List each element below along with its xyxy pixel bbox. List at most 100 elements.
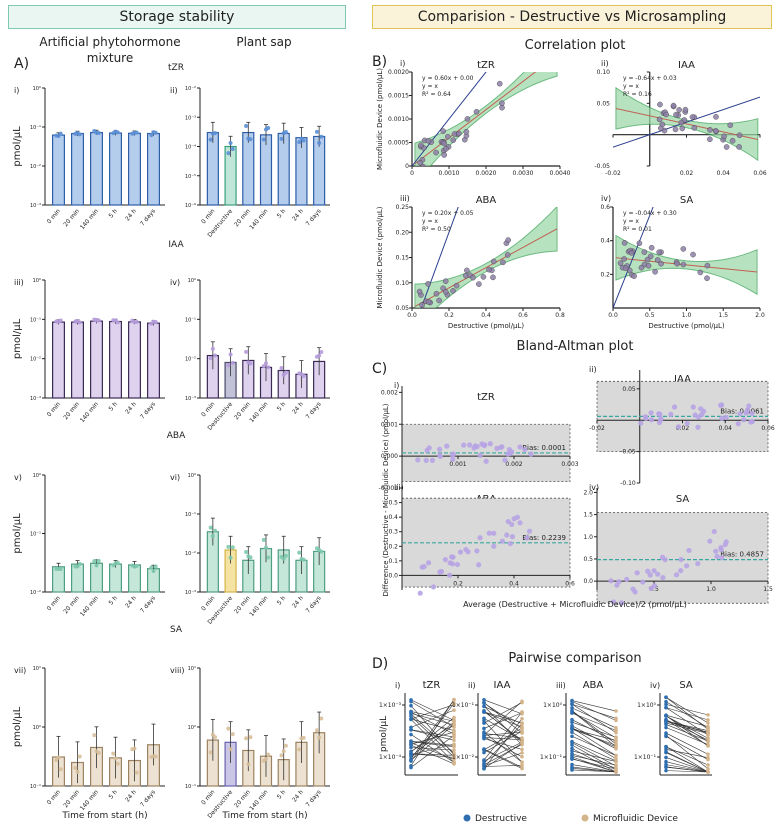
bar-iaa-4 <box>109 320 122 399</box>
corr-point <box>648 244 655 251</box>
panel-letter-c: C) <box>372 361 387 377</box>
pair-point-microfluidic <box>614 764 618 768</box>
ba-point <box>504 532 510 538</box>
pair-point-destructive <box>570 734 574 739</box>
pair-connector-line <box>410 699 455 760</box>
corr-point <box>679 125 686 132</box>
pair-point-destructive <box>482 721 486 725</box>
bar-panel-numeral-8: viii) <box>170 666 185 675</box>
ba-point <box>610 599 617 605</box>
bar-category-label-6: 7 days <box>139 208 157 228</box>
ba-x-tick-label: 0.002 <box>505 461 522 468</box>
ba-point <box>457 549 464 555</box>
pair-connector-line <box>571 735 617 756</box>
pair-point-microfluidic <box>452 701 456 706</box>
corr-x-tick-label: -0.02 <box>605 170 621 177</box>
corr-point <box>427 310 432 315</box>
bar-point <box>96 318 101 323</box>
ba-y-tick-label: 0.3 <box>388 529 398 536</box>
bar-category-label-5: 5 h <box>276 595 288 607</box>
legend-microfluidic-marker <box>581 814 589 822</box>
ba-point <box>718 547 724 553</box>
corr-point <box>672 126 679 133</box>
corr-point <box>713 113 719 120</box>
pair-connector-line <box>483 765 523 767</box>
bar-panel-numeral-3: iii) <box>14 278 24 287</box>
pair-connector-line <box>571 721 617 738</box>
bar-category-label-1: 0 min <box>200 789 216 807</box>
corr-title-tzr: tZR <box>477 60 495 71</box>
ba-point <box>660 574 666 581</box>
pair-connector-line <box>410 709 455 728</box>
pair-point-destructive <box>664 744 668 749</box>
ba-point <box>499 538 506 544</box>
ba-y-tick-label: 0.2 <box>388 543 398 550</box>
pair-connector-line <box>665 746 709 766</box>
pair-point-destructive <box>664 768 668 773</box>
bar-category-label-3: 140 min <box>79 595 100 619</box>
pair-point-microfluidic <box>452 715 456 720</box>
pair-point-microfluidic <box>706 713 710 717</box>
ba-point <box>425 560 432 566</box>
ba-point <box>429 457 436 463</box>
bar-point <box>75 769 80 774</box>
corr-point <box>496 80 503 87</box>
pair-connector-line <box>410 699 455 766</box>
bar-y-tick-label: 10⁻³ <box>185 115 196 121</box>
pair-connector-line <box>410 721 455 757</box>
bar-point <box>73 765 78 770</box>
corr-x-tick-label: 0.0040 <box>550 170 571 177</box>
ba-point <box>524 535 530 541</box>
bar-point <box>149 133 154 138</box>
pair-point-microfluidic <box>614 770 618 774</box>
pair-point-destructive <box>570 709 574 713</box>
ba-point <box>526 528 533 534</box>
pair-connector-line <box>571 742 617 767</box>
ba-point <box>417 590 423 596</box>
pair-point-microfluidic <box>614 726 618 730</box>
ba-numeral-1: i) <box>394 381 399 390</box>
bar-category-label-2: 20 min <box>62 208 81 229</box>
pair-point-destructive <box>570 706 574 710</box>
bar-tzr-3 <box>90 131 103 206</box>
pair-y-tick-label: 1×10⁻² <box>452 754 475 761</box>
corr-point <box>727 122 734 129</box>
ba-point <box>463 546 469 553</box>
pair-y-axis-title: pmol/µL <box>379 716 389 752</box>
pair-point-destructive <box>482 747 486 752</box>
pair-point-microfluidic <box>706 721 710 725</box>
pair-connector-line <box>665 701 709 729</box>
pair-y-tick-label: 1×10⁻¹ <box>540 754 563 761</box>
ba-point <box>684 420 690 427</box>
corr-regression-line <box>414 72 537 165</box>
bar-y-tick-label: 10⁻¹ <box>30 317 41 323</box>
ba-point <box>507 540 513 547</box>
bar-row-title-tzr: tZR <box>168 63 184 73</box>
bar-point <box>113 756 118 761</box>
bar-point <box>314 728 319 733</box>
corr-point <box>697 269 704 276</box>
bar-point <box>226 363 231 368</box>
pair-connector-line <box>483 702 523 724</box>
bar-point <box>96 558 101 563</box>
pair-connector-line <box>410 731 455 745</box>
panel-letter-a: A) <box>14 56 29 72</box>
pair-point-microfluidic <box>614 735 618 740</box>
corr-point <box>464 267 470 274</box>
ba-point <box>655 571 661 577</box>
corr-point <box>621 240 628 246</box>
ba-point <box>719 555 725 561</box>
ba-point <box>656 411 662 417</box>
corr-y-tick-label: 0.10 <box>396 280 410 287</box>
pair-point-destructive <box>409 742 413 747</box>
corr-point <box>644 256 651 263</box>
bar-point <box>266 555 271 560</box>
comparison-header: Comparision - Destructive vs Microsampli… <box>372 5 772 29</box>
corr-point <box>440 128 447 134</box>
ba-point <box>707 538 713 544</box>
corr-y-tick-label: -0.05 <box>594 163 610 170</box>
pairwise-comparison-title: Pairwise comparison <box>508 651 641 666</box>
pair-connector-line <box>410 747 455 751</box>
pair-point-destructive <box>570 720 574 725</box>
bar-y-tick-label: 10¹ <box>188 666 196 672</box>
